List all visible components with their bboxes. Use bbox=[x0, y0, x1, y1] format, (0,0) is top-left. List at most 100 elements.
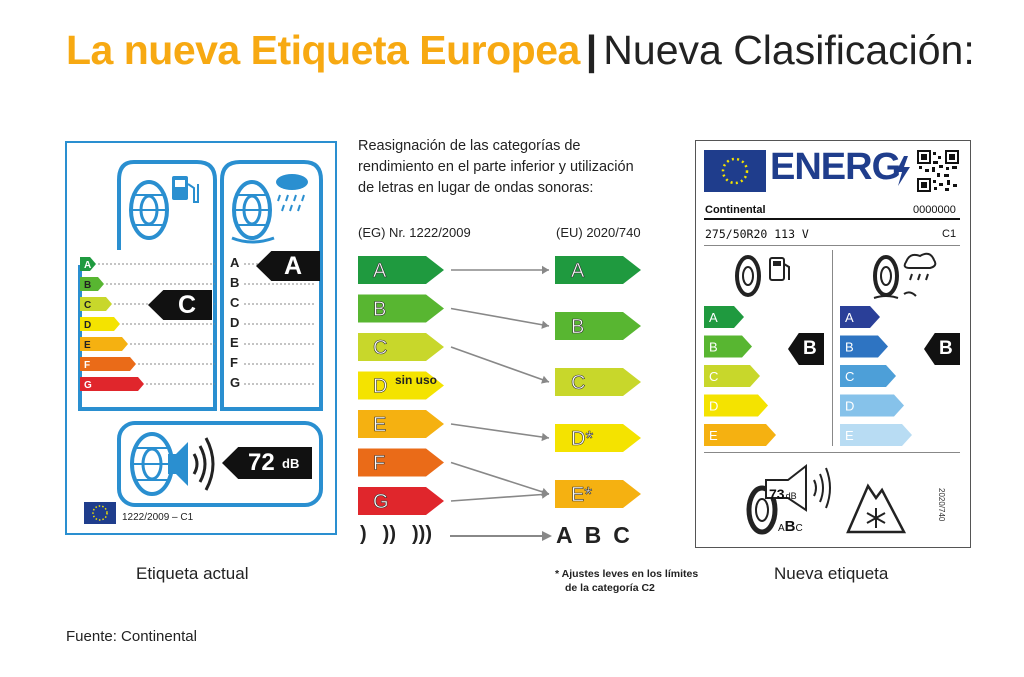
new-wet-class-label: D bbox=[845, 399, 854, 414]
new-noise-icon bbox=[746, 463, 831, 535]
new-wet-bar-E bbox=[840, 424, 912, 446]
new-fuel-icon bbox=[735, 255, 790, 297]
old-fuel-bar-G bbox=[80, 377, 144, 391]
page-title: La nueva Etiqueta Europea | Nueva Clasific… bbox=[66, 22, 975, 78]
new-class-arrow-A bbox=[555, 256, 641, 284]
new-fuel-bar-C bbox=[704, 365, 760, 387]
energy-label-title: ENERG bbox=[770, 146, 901, 188]
noise-arrow bbox=[450, 531, 552, 541]
noise-waves: )))))) bbox=[360, 523, 432, 546]
d-unused-note: sin uso bbox=[395, 373, 438, 387]
new-label-regulation: 2020/740 bbox=[937, 488, 946, 522]
description-line-1: Reasignación de las categorías de bbox=[358, 138, 581, 154]
rain-cloud-icon bbox=[276, 174, 308, 212]
old-wet-class: F bbox=[230, 355, 238, 370]
noise-divider bbox=[704, 452, 960, 453]
noise-letter-c: C bbox=[613, 522, 632, 548]
noise-wave-3: ))) bbox=[412, 523, 432, 545]
new-wet-class-label: B bbox=[845, 340, 854, 355]
old-class-arrow-E bbox=[358, 410, 444, 438]
old-class-letter: G bbox=[373, 491, 389, 513]
old-class-arrow-D bbox=[358, 371, 444, 400]
mapping-arrow bbox=[450, 307, 550, 327]
title-separator: | bbox=[585, 27, 598, 73]
old-label-caption: Etiqueta actual bbox=[136, 564, 249, 583]
new-noise-value: 73 bbox=[769, 486, 785, 502]
old-class-letter: E bbox=[373, 414, 386, 436]
eu-flag-icon bbox=[704, 150, 766, 192]
product-code: 0000000 bbox=[913, 204, 956, 216]
noise-wave-1: ) bbox=[360, 523, 367, 545]
new-wet-bar-A bbox=[840, 306, 880, 328]
footnote: * Ajustes leves en los límites de la cat… bbox=[555, 567, 698, 595]
mapping-arrow-head bbox=[542, 265, 549, 275]
mapping-arrow bbox=[450, 493, 550, 502]
old-fuel-rating-badge: C bbox=[148, 290, 212, 320]
noise-letter-b: B bbox=[584, 522, 604, 548]
old-class-arrow-F bbox=[358, 448, 444, 477]
new-wet-class-label: E bbox=[845, 428, 854, 443]
noise-wave-2: )) bbox=[382, 523, 396, 545]
new-noise-class-a: A bbox=[778, 523, 785, 534]
title-part1: La nueva Etiqueta Europea bbox=[66, 27, 580, 73]
old-class-letter: F bbox=[373, 453, 385, 475]
old-fuel-class-label: C bbox=[84, 300, 91, 311]
footnote-line-1: * Ajustes leves en los límites bbox=[555, 568, 699, 580]
mapping-arrow-head bbox=[540, 375, 549, 384]
new-fuel-rating: B bbox=[803, 338, 817, 359]
new-wet-bar-C bbox=[840, 365, 896, 387]
mapping-arrow-head bbox=[541, 432, 549, 442]
new-noise-classes: ABC bbox=[778, 518, 803, 536]
reassignment-description: Reasignación de las categorías de rendim… bbox=[358, 136, 634, 199]
footnote-line-2: de la categoría C2 bbox=[565, 582, 655, 594]
mapping-arrow-head bbox=[541, 490, 549, 499]
old-fuel-class-label: A bbox=[84, 260, 91, 271]
old-fuel-bar-A bbox=[80, 257, 96, 271]
new-fuel-bar-E bbox=[704, 424, 776, 446]
old-fuel-class-label: F bbox=[84, 360, 90, 371]
snowflake-mountain-icon bbox=[846, 483, 906, 534]
old-fuel-bar-C bbox=[80, 297, 112, 311]
noise-letter-a: A bbox=[556, 522, 575, 548]
new-class-letter: C bbox=[571, 372, 585, 394]
old-fuel-bar-B bbox=[80, 277, 104, 291]
old-class-arrow-A bbox=[358, 256, 444, 284]
old-fuel-bar-E bbox=[80, 337, 128, 351]
old-wet-class: D bbox=[230, 315, 240, 330]
old-wet-class: E bbox=[230, 335, 239, 350]
old-class-letter: A bbox=[373, 260, 387, 282]
new-noise-class-c: C bbox=[795, 523, 803, 534]
new-fuel-bar-B bbox=[704, 335, 752, 358]
old-regulation-heading: (EG) Nr. 1222/2009 bbox=[358, 225, 471, 240]
old-wet-rating-badge: A bbox=[256, 251, 320, 281]
mapping-arrow bbox=[450, 346, 550, 383]
new-class-letter: E* bbox=[571, 484, 592, 506]
lightning-icon bbox=[896, 156, 910, 186]
old-wet-class: G bbox=[230, 375, 241, 390]
old-fuel-rating: C bbox=[178, 291, 197, 319]
eu-flag-icon bbox=[84, 502, 116, 524]
new-noise-reading: 73dB bbox=[769, 486, 797, 504]
new-class-arrow-E bbox=[555, 480, 641, 508]
fuel-pump-icon bbox=[172, 176, 199, 203]
mapping-arrow bbox=[450, 423, 550, 439]
new-label-caption: Nueva etiqueta bbox=[774, 564, 889, 583]
qr-code-icon bbox=[917, 150, 959, 192]
new-noise-class-b: B bbox=[784, 518, 796, 535]
source-note: Fuente: Continental bbox=[66, 628, 197, 645]
old-fuel-class-label: D bbox=[84, 320, 91, 331]
old-class-arrow-B bbox=[358, 294, 444, 323]
size-divider bbox=[704, 245, 960, 246]
old-class-letter: C bbox=[373, 337, 387, 359]
middle-divider bbox=[832, 250, 833, 446]
new-fuel-class-label: E bbox=[709, 428, 718, 443]
brand-name: Continental bbox=[705, 204, 766, 216]
old-fuel-class-label: G bbox=[84, 380, 92, 391]
wet-tyre-icon bbox=[231, 180, 275, 244]
header-divider bbox=[704, 218, 960, 220]
new-fuel-class-label: B bbox=[709, 340, 718, 355]
new-fuel-class-label: D bbox=[709, 399, 718, 414]
speaker-icon bbox=[168, 437, 215, 491]
